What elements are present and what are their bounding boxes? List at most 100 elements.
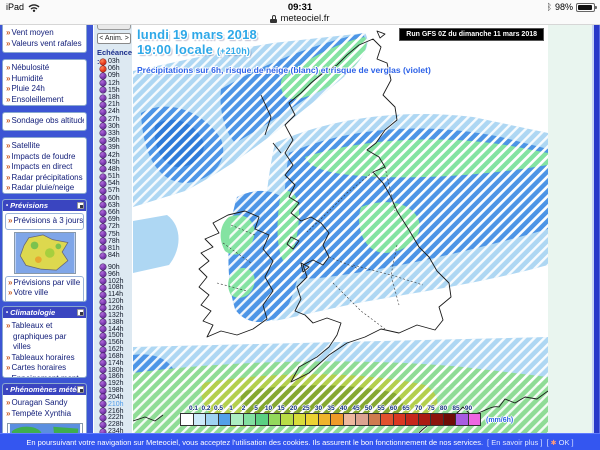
- hour-dot-icon: [100, 271, 106, 278]
- sidebar-link[interactable]: »Tableaux et graphiques par villes: [6, 321, 67, 351]
- link-previsions-3-jours[interactable]: »Prévisions à 3 jours: [5, 213, 84, 230]
- sidebar-link[interactable]: »Pluie 24h: [6, 84, 45, 93]
- sidebar-link[interactable]: »Radar pluie/neige: [6, 183, 75, 192]
- echeance-item[interactable]: 120h: [100, 298, 124, 305]
- link-votre-ville[interactable]: »Votre ville: [8, 288, 49, 297]
- echeance-item[interactable]: 24h: [100, 108, 120, 115]
- echeance-item[interactable]: 192h: [100, 380, 124, 387]
- echeance-item[interactable]: 168h: [100, 353, 124, 360]
- echeance-item[interactable]: 36h: [100, 137, 120, 144]
- echeance-item[interactable]: 33h: [100, 130, 120, 137]
- sidebar-link[interactable]: »Humidité: [6, 73, 44, 83]
- minimize-icon[interactable]: [77, 386, 84, 393]
- echeance-item[interactable]: 15h: [100, 87, 120, 94]
- page-right-border: [592, 25, 600, 433]
- echeance-item[interactable]: 39h: [100, 144, 120, 151]
- sidebar-link[interactable]: »Nébulosité: [6, 63, 50, 72]
- echeance-item[interactable]: 27h: [100, 116, 120, 123]
- scale-swatch: 0.2: [201, 405, 219, 426]
- echeance-item[interactable]: 198h: [100, 387, 124, 394]
- echeance-item[interactable]: 114h: [100, 291, 124, 298]
- scale-swatch: 1: [229, 405, 244, 426]
- echeance-item[interactable]: 126h: [100, 305, 124, 312]
- echeance-item[interactable]: 42h: [100, 151, 120, 159]
- echeance-item[interactable]: 234h: [100, 428, 124, 435]
- hour-dot-icon: [100, 187, 106, 194]
- echeance-item[interactable]: 66h: [100, 209, 120, 216]
- sidebar-link[interactable]: »Sondage obs altitude: [6, 116, 84, 125]
- scale-swatch: 5: [254, 405, 269, 426]
- echeance-item[interactable]: 96h: [100, 271, 124, 278]
- echeance-item[interactable]: 12h: [100, 80, 120, 87]
- sidebar-link[interactable]: »Satellite: [6, 141, 40, 150]
- sidebar-link[interactable]: »Radar précipitations: [6, 172, 83, 182]
- echeance-item[interactable]: 48h: [100, 166, 120, 173]
- echeance-item[interactable]: 51h: [100, 173, 120, 180]
- sidebar-link[interactable]: »Cartes horaires: [6, 363, 67, 372]
- url-bar[interactable]: meteociel.fr: [0, 13, 600, 24]
- sidebar-link[interactable]: »Tempête Xynthia: [6, 408, 72, 418]
- link-previsions-par-ville[interactable]: »Prévisions par ville: [8, 277, 81, 287]
- echeance-item[interactable]: 174h: [100, 360, 124, 367]
- sidebar-link[interactable]: »Valeurs vent rafales: [6, 38, 82, 48]
- echeance-item[interactable]: 108h: [100, 284, 124, 291]
- echeance-item[interactable]: 132h: [100, 312, 124, 319]
- sidebar-link[interactable]: »Enneigement mont.: [6, 374, 84, 378]
- sidebar-link[interactable]: »Ensoleillement: [6, 94, 64, 104]
- echeance-item[interactable]: 78h: [100, 238, 120, 245]
- hour-dot-icon: [100, 298, 106, 305]
- phenomenes-header[interactable]: • Phénomènes météo: [3, 384, 86, 395]
- echeance-item[interactable]: 03h: [100, 58, 120, 65]
- echeance-item[interactable]: 150h: [100, 332, 124, 339]
- echeance-item[interactable]: 18h: [100, 94, 120, 101]
- echeance-item[interactable]: 210h: [100, 401, 124, 408]
- echeance-item[interactable]: 204h: [100, 394, 124, 401]
- sidebar-link[interactable]: »Impacts en direct: [6, 162, 73, 171]
- scale-swatch: 75: [427, 405, 444, 426]
- sidebar-link[interactable]: »Ouragan Sandy: [6, 398, 68, 407]
- echeance-item[interactable]: 60h: [100, 195, 120, 202]
- echeance-item[interactable]: 06h: [100, 65, 120, 72]
- echeance-item[interactable]: 75h: [100, 231, 120, 238]
- sidebar-link[interactable]: »Tableaux horaires: [6, 352, 75, 362]
- clipped-button[interactable]: [97, 25, 131, 30]
- echeance-item[interactable]: 63h: [100, 202, 120, 209]
- map-subtitle: Précipitations sur 6h, risque de neige (…: [137, 65, 431, 75]
- echeance-item[interactable]: 69h: [100, 216, 120, 223]
- echeance-item[interactable]: 162h: [100, 346, 124, 353]
- echeance-item[interactable]: 90h: [100, 264, 124, 271]
- echeance-item[interactable]: 21h: [100, 101, 120, 108]
- cookie-ok-button[interactable]: [ ✱ OK ]: [546, 437, 574, 447]
- scale-tick-label: 50: [364, 405, 373, 412]
- echeance-item[interactable]: 228h: [100, 421, 124, 428]
- cookie-more-link[interactable]: [ En savoir plus ]: [487, 437, 543, 447]
- echeance-item[interactable]: 216h: [100, 408, 124, 415]
- echeance-item[interactable]: 72h: [100, 223, 120, 230]
- echeance-item[interactable]: 222h: [100, 414, 124, 421]
- ici-button[interactable]: Ici: [63, 300, 80, 301]
- minimize-icon[interactable]: [77, 309, 84, 316]
- echeance-item[interactable]: 156h: [100, 339, 124, 346]
- echeance-item[interactable]: 180h: [100, 367, 124, 374]
- minimize-icon[interactable]: [77, 202, 84, 209]
- previsions-header[interactable]: • Prévisions: [3, 200, 86, 211]
- echeance-item[interactable]: 102h: [100, 278, 124, 285]
- ville-input[interactable]: [11, 300, 61, 301]
- echeance-item[interactable]: 30h: [100, 123, 120, 130]
- echeance-item[interactable]: 45h: [100, 159, 120, 166]
- hour-dot-icon: [100, 245, 106, 252]
- sidebar-link[interactable]: »Impacts de foudre: [6, 151, 76, 161]
- climatologie-header[interactable]: • Climatologie: [3, 307, 86, 318]
- echeance-item[interactable]: 144h: [100, 326, 124, 333]
- echeance-item[interactable]: 186h: [100, 373, 124, 380]
- map-title-time: 19:00 locale: [137, 42, 214, 57]
- echeance-item[interactable]: 81h: [100, 245, 120, 252]
- france-map-thumbnail[interactable]: [13, 231, 76, 274]
- echeance-item[interactable]: 09h: [100, 72, 120, 79]
- sidebar-link[interactable]: »Vent moyen: [6, 28, 54, 37]
- echeance-item[interactable]: 54h: [100, 180, 120, 187]
- echeance-item[interactable]: 84h: [100, 252, 120, 259]
- anim-button[interactable]: < Anim. >: [97, 33, 131, 44]
- echeance-item[interactable]: 138h: [100, 319, 124, 326]
- echeance-item[interactable]: 57h: [100, 187, 120, 194]
